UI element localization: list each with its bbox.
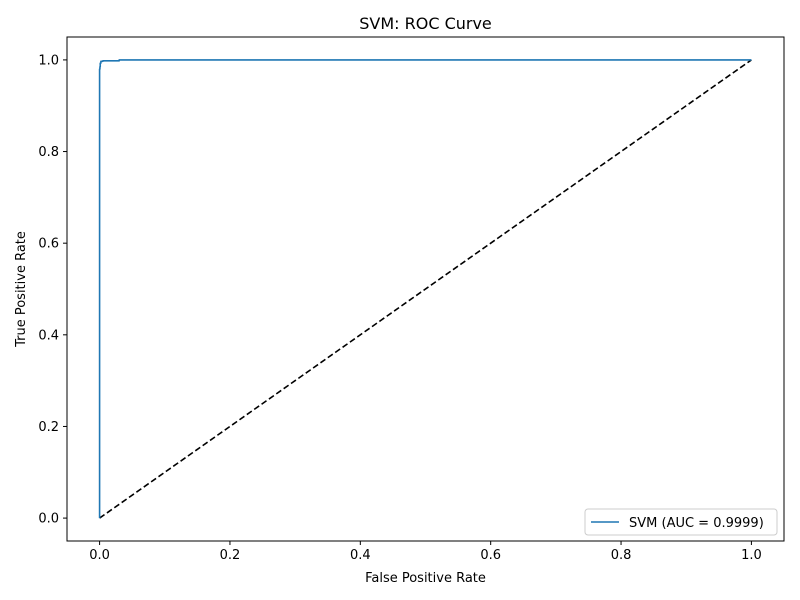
plot-frame: [66, 36, 785, 542]
x-tick-label: 0.6: [480, 548, 501, 563]
plot-area: [66, 36, 785, 542]
series-layer: [98, 59, 752, 519]
y-axis-label: True Positive Rate: [14, 231, 29, 348]
x-tick-label: 0.0: [89, 548, 110, 563]
chart-title: SVM: ROC Curve: [359, 14, 492, 33]
x-tick-label: 0.4: [350, 548, 371, 563]
x-tick-label: 1.0: [741, 548, 762, 563]
y-tick-label: 0.0: [38, 512, 59, 527]
y-tick-label: 1.0: [38, 53, 59, 68]
y-tick-label: 0.2: [38, 420, 59, 435]
y-tick-label: 0.6: [38, 237, 59, 252]
x-axis: 0.0 0.2 0.4 0.6 0.8 1.0: [89, 541, 762, 563]
chance-diagonal-line: [99, 59, 752, 519]
legend-label: SVM (AUC = 0.9999): [629, 516, 764, 531]
x-tick-label: 0.2: [220, 548, 241, 563]
legend: SVM (AUC = 0.9999): [584, 508, 778, 536]
roc-curve-line: [98, 59, 752, 519]
x-axis-label: False Positive Rate: [365, 571, 486, 586]
x-tick-label: 0.8: [611, 548, 632, 563]
legend-box: [584, 508, 778, 536]
y-axis: 0.0 0.2 0.4 0.6 0.8 1.0: [38, 53, 67, 527]
y-tick-label: 0.4: [38, 328, 59, 343]
y-tick-label: 0.8: [38, 145, 59, 160]
